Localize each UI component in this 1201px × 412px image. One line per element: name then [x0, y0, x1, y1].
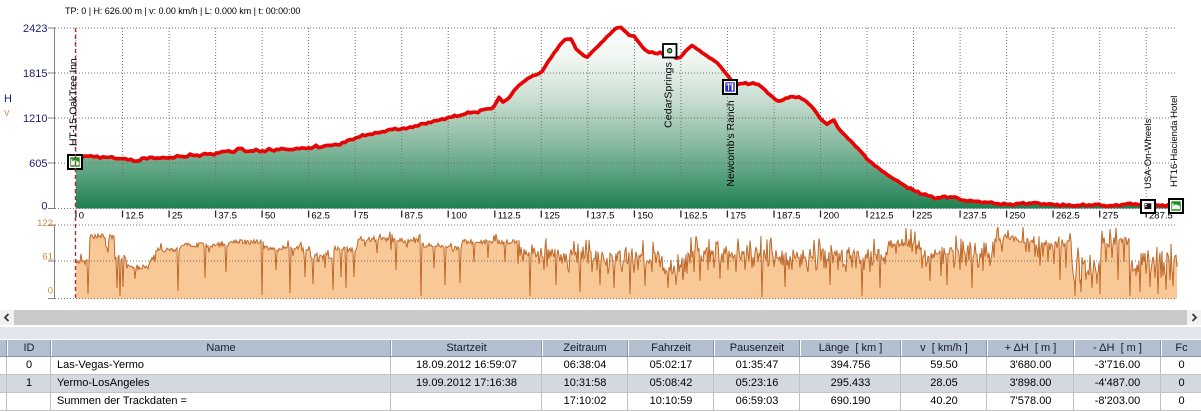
svg-text:v: v	[4, 107, 10, 119]
svg-text:122: 122	[37, 218, 53, 229]
svg-text:87.5: 87.5	[405, 210, 424, 221]
svg-text:262.5: 262.5	[1056, 210, 1080, 221]
svg-text:75: 75	[358, 210, 369, 221]
svg-text:TP: 0 | H: 626.00 m | v: 0.00: TP: 0 | H: 626.00 m | v: 0.00 km/h | L: …	[65, 6, 300, 16]
svg-text:250: 250	[1009, 210, 1025, 221]
svg-text:12.5: 12.5	[125, 210, 144, 221]
svg-text:2423: 2423	[23, 23, 47, 35]
svg-text:0: 0	[41, 201, 47, 213]
svg-text:175: 175	[730, 210, 746, 221]
svg-text:H: H	[4, 93, 12, 105]
svg-text:212.5: 212.5	[870, 210, 894, 221]
svg-text:187.5: 187.5	[777, 210, 801, 221]
svg-text:0: 0	[48, 286, 53, 297]
svg-text:605: 605	[29, 158, 47, 170]
svg-text:1815: 1815	[23, 68, 47, 80]
svg-text:0: 0	[79, 210, 84, 221]
svg-text:CedarSprings: CedarSprings	[663, 62, 675, 128]
svg-text:237.5: 237.5	[963, 210, 987, 221]
svg-text:HT-15-OakTree Inn: HT-15-OakTree Inn	[68, 58, 80, 146]
svg-text:61: 61	[42, 252, 53, 263]
svg-text:225: 225	[916, 210, 932, 221]
svg-text:275: 275	[1103, 210, 1119, 221]
svg-text:112.5: 112.5	[498, 210, 521, 221]
svg-text:25: 25	[172, 210, 183, 221]
svg-text:62.5: 62.5	[311, 210, 330, 221]
svg-text:100: 100	[451, 210, 467, 221]
svg-text:HT16-Hacienda Hotel: HT16-Hacienda Hotel	[1169, 96, 1180, 187]
svg-text:1210: 1210	[23, 113, 47, 125]
svg-text:50: 50	[265, 210, 276, 221]
svg-text:137.5: 137.5	[591, 210, 615, 221]
svg-text:287.5: 287.5	[1149, 210, 1173, 221]
svg-text:37.5: 37.5	[218, 210, 237, 221]
svg-text:125: 125	[544, 210, 560, 221]
svg-text:Newcomb's Ranch: Newcomb's Ranch	[726, 100, 737, 186]
svg-text:USA-On-Wheels: USA-On-Wheels	[1143, 119, 1154, 189]
svg-text:150: 150	[637, 210, 653, 221]
svg-text:200: 200	[823, 210, 839, 221]
svg-text:162.5: 162.5	[684, 210, 708, 221]
